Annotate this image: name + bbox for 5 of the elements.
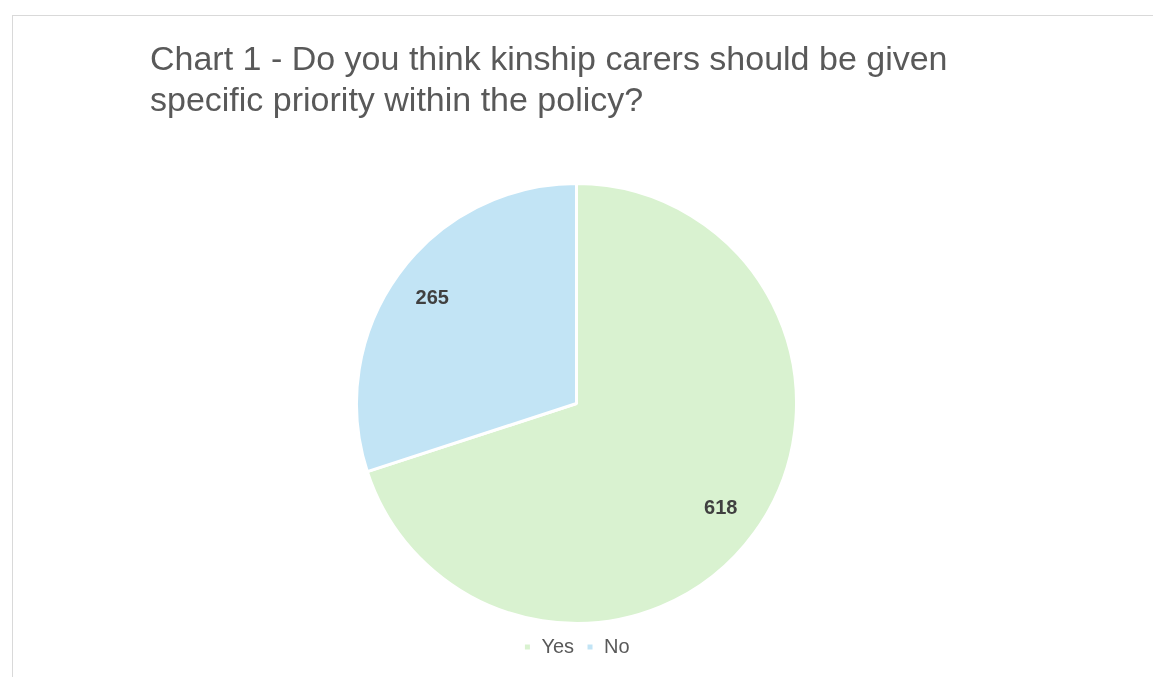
data-label: 265	[415, 286, 449, 309]
chart-title: Chart 1 - Do you think kinship carers should be given specific priority within the policy?	[150, 38, 949, 120]
data-label: 618	[704, 495, 738, 518]
legend-label: No	[604, 634, 630, 657]
legend-label: Yes	[541, 634, 575, 657]
